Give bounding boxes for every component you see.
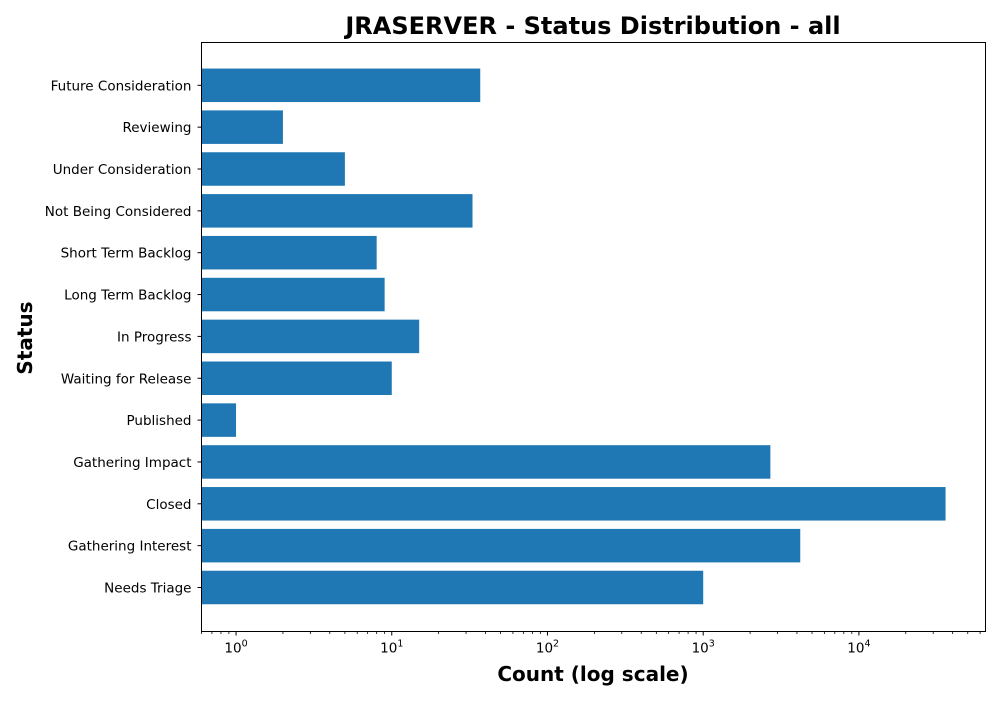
y-tick-label-waiting-for-release: Waiting for Release [61,371,192,387]
bar-closed [201,487,946,521]
y-tick-label-gathering-impact: Gathering Impact [73,455,191,471]
chart-title: JRASERVER - Status Distribution - all [343,12,840,40]
y-tick-label-under-consideration: Under Consideration [53,162,192,178]
bar-published [201,403,237,437]
bar-short-term-backlog [201,235,377,270]
x-tick-label: 101 [380,639,403,657]
bar-reviewing [201,110,283,144]
bar-not-being-considered [201,194,473,228]
y-tick-label-reviewing: Reviewing [122,120,191,136]
x-tick-label: 100 [224,639,247,657]
x-axis-title: Count (log scale) [497,662,688,686]
y-tick-label-future-consideration: Future Consideration [51,78,192,94]
bar-future-consideration [201,68,481,103]
y-ticks: Needs Triage Gathering Interest Closed Gath… [45,78,202,597]
bar-needs-triage [201,570,704,605]
x-ticks: 100 101 102 103 104 [201,631,981,657]
bar-waiting-for-release [201,361,392,395]
y-tick-label-needs-triage: Needs Triage [104,581,191,597]
x-tick-label: 103 [692,639,715,657]
plot-frame [201,42,986,632]
y-tick-label-in-progress: In Progress [117,329,191,345]
bar-under-consideration [201,152,345,186]
y-tick-label-short-term-backlog: Short Term Backlog [61,246,192,262]
y-tick-label-gathering-interest: Gathering Interest [68,539,192,555]
x-tick-label: 104 [847,639,870,657]
y-tick-label-not-being-considered: Not Being Considered [45,204,192,220]
y-tick-label-closed: Closed [146,497,191,513]
bar-long-term-backlog [201,277,385,312]
bar-in-progress [201,319,420,354]
y-axis-title: Status [13,301,37,374]
y-tick-label-published: Published [127,413,192,429]
x-tick-label: 102 [536,639,559,657]
bar-gathering-interest [201,528,801,563]
y-tick-label-long-term-backlog: Long Term Backlog [64,288,191,304]
bars [201,68,946,605]
bar-gathering-impact [201,445,771,479]
